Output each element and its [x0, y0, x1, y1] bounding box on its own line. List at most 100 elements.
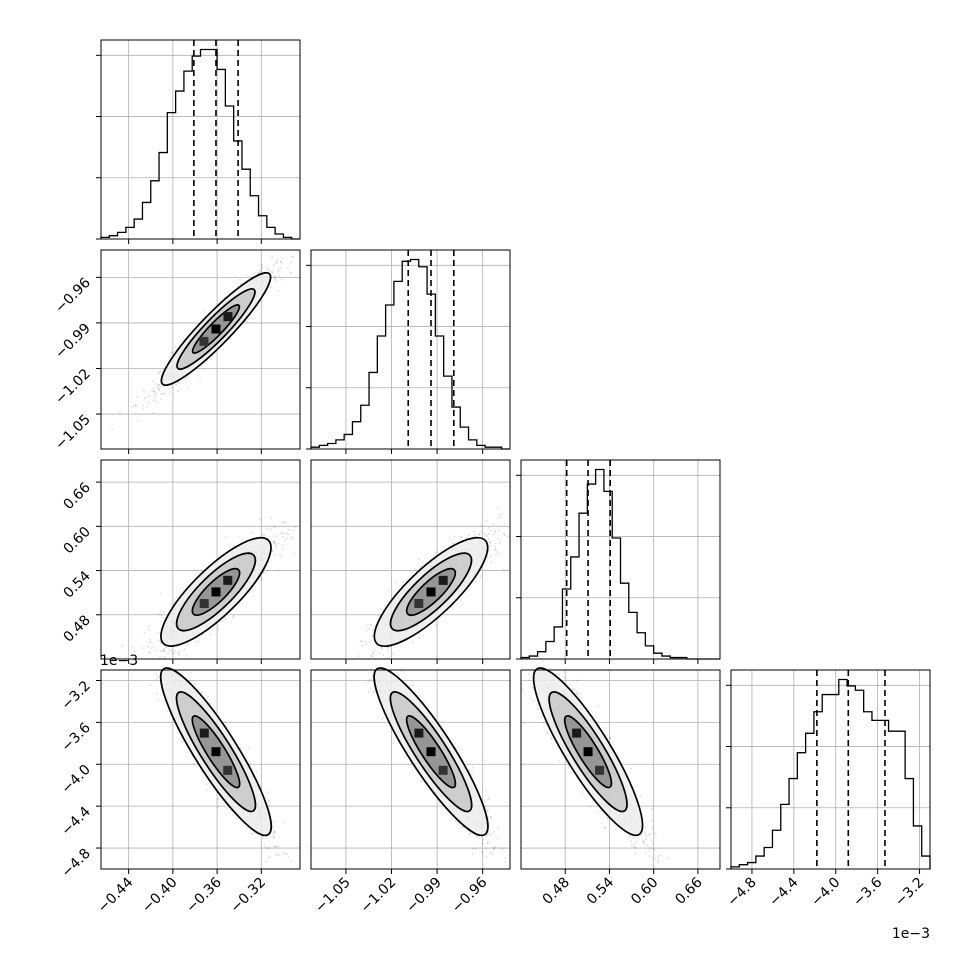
sample-point: [490, 529, 492, 532]
sample-point: [209, 358, 212, 361]
sample-point: [261, 267, 263, 269]
sample-point: [246, 274, 249, 276]
sample-point: [377, 615, 380, 617]
sample-point: [485, 519, 488, 522]
sample-point: [266, 528, 268, 530]
sample-point: [486, 556, 489, 559]
sample-point: [198, 640, 200, 643]
sample-point: [259, 268, 262, 271]
sample-point: [499, 542, 501, 544]
sample-point: [384, 604, 386, 607]
sample-point: [153, 390, 155, 393]
sample-point: [488, 527, 490, 529]
sample-point: [507, 535, 510, 538]
sample-point: [287, 533, 290, 536]
sample-point: [147, 402, 150, 404]
sample-point: [237, 536, 240, 539]
sample-point: [370, 624, 372, 626]
sample-point: [493, 533, 495, 536]
sample-point: [186, 655, 188, 657]
sample-point: [475, 581, 477, 583]
histogram-frame: [100, 39, 301, 240]
sample-point: [184, 377, 187, 380]
sample-point: [168, 649, 171, 651]
sample-point: [466, 537, 468, 540]
sample-point: [156, 693, 158, 695]
sample-point: [160, 592, 163, 595]
sample-point: [483, 532, 486, 535]
sample-point: [160, 614, 163, 616]
sample-point: [180, 388, 182, 391]
sample-point: [151, 380, 154, 383]
sample-point: [187, 643, 189, 645]
density-peak: [199, 599, 209, 609]
sample-point: [205, 789, 208, 792]
sample-point: [149, 395, 151, 397]
sample-point: [500, 513, 503, 516]
sample-point: [268, 536, 270, 538]
sample-point: [134, 404, 137, 407]
sample-point: [494, 530, 497, 533]
sample-point: [489, 541, 491, 543]
sample-point: [148, 651, 150, 653]
sample-point: [177, 347, 179, 349]
sample-point: [380, 646, 382, 649]
sample-point: [387, 657, 390, 659]
sample-point: [373, 649, 376, 652]
sample-point: [203, 315, 206, 317]
sample-point: [374, 625, 376, 628]
density-peak: [438, 575, 448, 585]
histogram-step: [520, 468, 720, 660]
sample-point: [177, 654, 180, 656]
sample-point: [261, 578, 263, 581]
histogram-step: [100, 48, 300, 240]
histogram-panel-1: [96, 40, 300, 240]
sample-point: [279, 267, 282, 270]
histogram-frame: [310, 249, 511, 450]
sample-point: [223, 616, 225, 619]
sample-point: [382, 654, 385, 656]
sample-point: [498, 529, 500, 531]
histogram-frame: [730, 669, 931, 870]
sample-point: [202, 368, 205, 371]
sample-point: [224, 617, 227, 620]
sample-point: [251, 532, 254, 534]
sample-point: [163, 699, 166, 701]
sample-point: [290, 536, 293, 538]
sample-point: [135, 404, 137, 406]
sample-point: [418, 637, 420, 639]
sample-point: [202, 317, 204, 320]
sample-point: [360, 640, 363, 642]
sample-point: [262, 835, 264, 838]
sample-point: [142, 646, 145, 649]
sample-point: [266, 791, 269, 793]
sample-point: [279, 260, 282, 263]
sample-point: [183, 648, 186, 651]
sample-point: [273, 526, 276, 529]
sample-point: [272, 272, 274, 274]
sample-point: [264, 847, 267, 849]
sample-point: [273, 820, 275, 822]
sample-point: [274, 275, 276, 278]
sample-point: [186, 376, 189, 379]
sample-point: [275, 544, 278, 547]
sample-point: [261, 534, 264, 536]
sample-point: [232, 615, 235, 617]
sample-point: [273, 525, 275, 527]
sample-point: [203, 310, 205, 313]
sample-point: [274, 278, 277, 281]
sample-point: [270, 517, 273, 519]
sample-point: [162, 392, 165, 395]
sample-point: [494, 549, 497, 551]
sample-point: [132, 405, 134, 408]
sample-point: [435, 551, 438, 553]
sample-point: [149, 638, 152, 641]
sample-point: [172, 602, 175, 604]
sample-point: [169, 391, 171, 394]
sample-point: [365, 629, 368, 632]
sample-point: [487, 533, 490, 535]
scatter-frame: [100, 459, 301, 660]
sample-point: [245, 320, 248, 322]
sample-point: [149, 684, 152, 687]
sample-point: [160, 398, 162, 401]
